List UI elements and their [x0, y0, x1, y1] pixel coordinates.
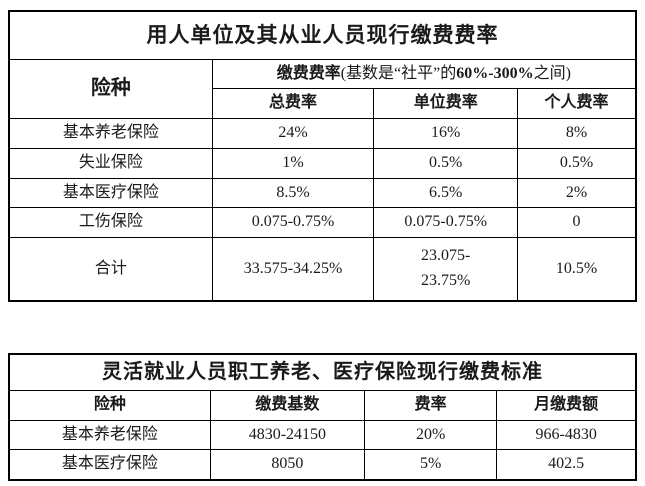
- rate-base-header: 缴费费率(基数是“社平”的60%-300%之间): [211, 58, 637, 90]
- insurance-name: 基本医疗保险: [8, 177, 213, 209]
- table2-title-row: 灵活就业人员职工养老、医疗保险现行缴费标准: [8, 353, 637, 391]
- contribution-base-value: 8050: [209, 449, 366, 481]
- insurance-name: 基本医疗保险: [8, 449, 211, 481]
- table-row-unemployment: 失业保险 1% 0.5% 0.5%: [8, 147, 637, 179]
- table1-title-row: 用人单位及其从业人员现行缴费费率: [8, 10, 637, 60]
- total-rate-value: 0.075-0.75%: [211, 207, 375, 239]
- column-header-insurance-type: 险种: [8, 389, 211, 421]
- rate-value: 5%: [363, 449, 498, 481]
- monthly-amount-value: 966-4830: [496, 419, 637, 451]
- column-header-individual-rate: 个人费率: [516, 88, 637, 120]
- individual-rate-value: 2%: [516, 177, 637, 209]
- insurance-name: 合计: [8, 237, 213, 302]
- total-rate-value: 8.5%: [211, 177, 375, 209]
- rate-header-range: 60%-300%: [456, 64, 534, 82]
- document-body: 用人单位及其从业人员现行缴费费率 险种 缴费费率(基数是“社平”的60%-300…: [8, 10, 637, 482]
- individual-rate-value: 0.5%: [516, 147, 637, 179]
- column-header-rate: 费率: [363, 389, 498, 421]
- insurance-name: 基本养老保险: [8, 118, 213, 149]
- employer-rate-value: 16%: [373, 118, 518, 149]
- insurance-name: 工伤保险: [8, 207, 213, 239]
- individual-rate-value: 10.5%: [516, 237, 637, 302]
- table-row-total: 合计 33.575-34.25% 23.075- 23.75% 10.5%: [8, 237, 637, 302]
- table-row-work-injury: 工伤保险 0.075-0.75% 0.075-0.75% 0: [8, 207, 637, 239]
- table-row-medical: 基本医疗保险 8.5% 6.5% 2%: [8, 177, 637, 209]
- rate-header-text: (基数是“社平”的: [340, 64, 457, 82]
- employer-rates-table: 用人单位及其从业人员现行缴费费率 险种 缴费费率(基数是“社平”的60%-300…: [8, 10, 637, 302]
- rate-header-suffix: 之间): [533, 64, 571, 82]
- column-header-total-rate: 总费率: [211, 88, 375, 120]
- table1-rate-header-row: 险种 缴费费率(基数是“社平”的60%-300%之间): [8, 58, 637, 120]
- table1-title: 用人单位及其从业人员现行缴费费率: [8, 10, 637, 60]
- column-header-monthly-amount: 月缴费额: [496, 389, 637, 421]
- insurance-name: 基本养老保险: [8, 419, 211, 451]
- table-row-pension: 基本养老保险 24% 16% 8%: [8, 118, 637, 149]
- monthly-amount-value: 402.5: [496, 449, 637, 481]
- table-row-flex-pension: 基本养老保险 4830-24150 20% 966-4830: [8, 419, 637, 451]
- individual-rate-value: 8%: [516, 118, 637, 149]
- employer-rate-value: 0.5%: [373, 147, 518, 179]
- column-header-contribution-base: 缴费基数: [209, 389, 366, 421]
- rate-header-bold-prefix: 缴费费率: [276, 64, 341, 82]
- insurance-type-header: 险种: [8, 58, 213, 120]
- column-header-employer-rate: 单位费率: [373, 88, 518, 120]
- flexible-rates-table: 灵活就业人员职工养老、医疗保险现行缴费标准 险种 缴费基数 费率 月缴费额 基本…: [8, 352, 637, 482]
- employer-rate-value: 0.075-0.75%: [373, 207, 518, 239]
- contribution-base-value: 4830-24150: [209, 419, 366, 451]
- employer-rate-value: 23.075- 23.75%: [373, 237, 518, 302]
- insurance-name: 失业保险: [8, 147, 213, 179]
- total-rate-value: 24%: [211, 118, 375, 149]
- individual-rate-value: 0: [516, 207, 637, 239]
- table2-title: 灵活就业人员职工养老、医疗保险现行缴费标准: [8, 353, 637, 391]
- total-rate-value: 1%: [211, 147, 375, 179]
- table2-header-row: 险种 缴费基数 费率 月缴费额: [8, 389, 637, 421]
- rate-value: 20%: [363, 419, 498, 451]
- table1-subheader-row: 总费率 单位费率 个人费率: [9, 88, 637, 120]
- table-row-flex-medical: 基本医疗保险 8050 5% 402.5: [8, 449, 637, 481]
- employer-rate-value: 6.5%: [373, 177, 518, 209]
- total-rate-value: 33.575-34.25%: [211, 237, 375, 302]
